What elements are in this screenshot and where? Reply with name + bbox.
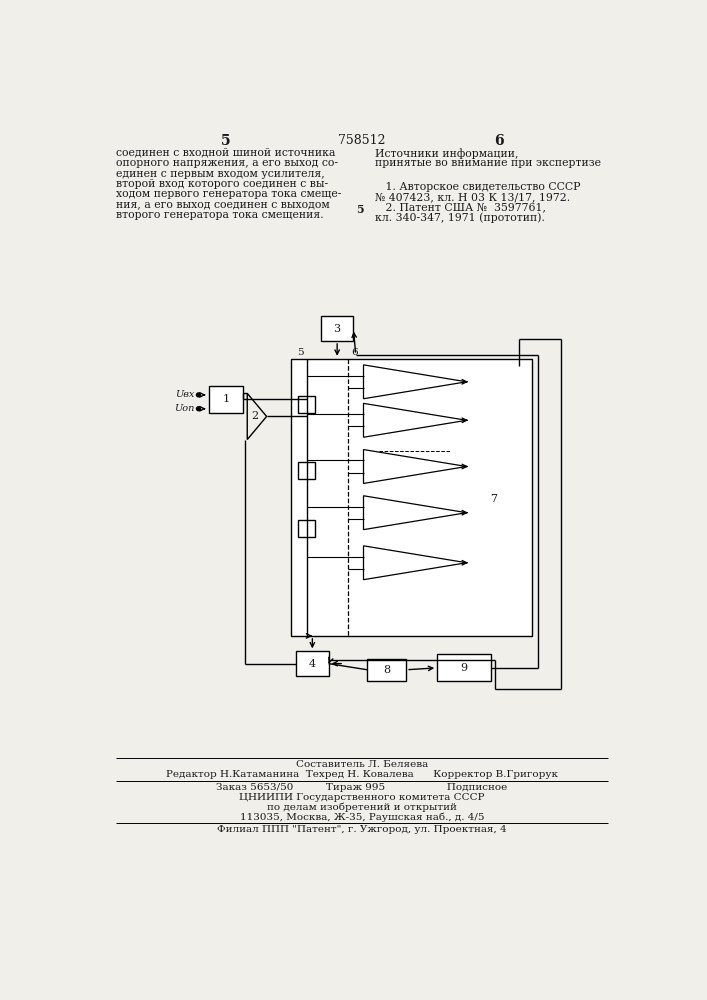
Text: Источники информации,: Источники информации, xyxy=(375,148,519,159)
Text: Uвх: Uвх xyxy=(175,390,194,399)
Text: Филиал ППП "Патент", г. Ужгород, ул. Проектная, 4: Филиал ППП "Патент", г. Ужгород, ул. Про… xyxy=(217,825,507,834)
Text: кл. 340-347, 1971 (прототип).: кл. 340-347, 1971 (прототип). xyxy=(375,213,545,223)
Text: 2. Патент США №  3597761,: 2. Патент США № 3597761, xyxy=(375,202,546,212)
Text: 1: 1 xyxy=(223,394,230,404)
Text: второго генератора тока смещения.: второго генератора тока смещения. xyxy=(116,210,324,220)
Text: 6: 6 xyxy=(494,134,504,148)
Text: 1. Авторское свидетельство СССР: 1. Авторское свидетельство СССР xyxy=(375,182,580,192)
Bar xyxy=(298,462,315,479)
Text: Заказ 5653/50          Тираж 995                   Подписное: Заказ 5653/50 Тираж 995 Подписное xyxy=(216,783,508,792)
Text: единен с первым входом усилителя,: единен с первым входом усилителя, xyxy=(116,169,325,179)
Text: Uоп: Uоп xyxy=(174,404,194,413)
Text: соединен с входной шиной источника: соединен с входной шиной источника xyxy=(116,148,336,158)
Text: принятые во внимание при экспертизе: принятые во внимание при экспертизе xyxy=(375,158,601,168)
Text: 9: 9 xyxy=(461,663,468,673)
Text: 8: 8 xyxy=(383,665,390,675)
Text: ЦНИИПИ Государственного комитета СССР: ЦНИИПИ Государственного комитета СССР xyxy=(239,793,485,802)
Circle shape xyxy=(197,407,200,411)
Text: 758512: 758512 xyxy=(338,134,386,147)
Text: 2: 2 xyxy=(251,411,258,421)
Text: Составитель Л. Беляева: Составитель Л. Беляева xyxy=(296,760,428,769)
Text: 5: 5 xyxy=(221,134,230,148)
Text: 7: 7 xyxy=(490,494,497,504)
Bar xyxy=(321,316,354,341)
Text: № 407423, кл. Н 03 К 13/17, 1972.: № 407423, кл. Н 03 К 13/17, 1972. xyxy=(375,192,571,202)
Bar xyxy=(209,386,243,413)
Text: Редактор Н.Катаманина  Техред Н. Ковалева      Корректор В.Григорук: Редактор Н.Катаманина Техред Н. Ковалева… xyxy=(166,770,558,779)
Text: 6: 6 xyxy=(351,348,358,357)
Circle shape xyxy=(197,393,200,397)
Text: 4: 4 xyxy=(309,659,316,669)
Text: второй вход которого соединен с вы-: второй вход которого соединен с вы- xyxy=(116,179,328,189)
Bar xyxy=(291,359,532,636)
Text: 113035, Москва, Ж-35, Раушская наб., д. 4/5: 113035, Москва, Ж-35, Раушская наб., д. … xyxy=(240,813,484,822)
Text: 5: 5 xyxy=(356,204,363,215)
Bar xyxy=(468,366,518,632)
Bar xyxy=(298,520,315,537)
Bar xyxy=(368,659,406,681)
Text: ния, а его выход соединен с выходом: ния, а его выход соединен с выходом xyxy=(116,200,330,210)
Text: по делам изобретений и открытий: по делам изобретений и открытий xyxy=(267,803,457,812)
Bar xyxy=(437,654,491,681)
Text: опорного напряжения, а его выход со-: опорного напряжения, а его выход со- xyxy=(116,158,338,168)
Text: ходом первого генератора тока смеще-: ходом первого генератора тока смеще- xyxy=(116,189,341,199)
Bar xyxy=(296,651,329,676)
Bar xyxy=(298,396,315,413)
Text: 3: 3 xyxy=(334,324,341,334)
Text: 5: 5 xyxy=(297,348,304,357)
